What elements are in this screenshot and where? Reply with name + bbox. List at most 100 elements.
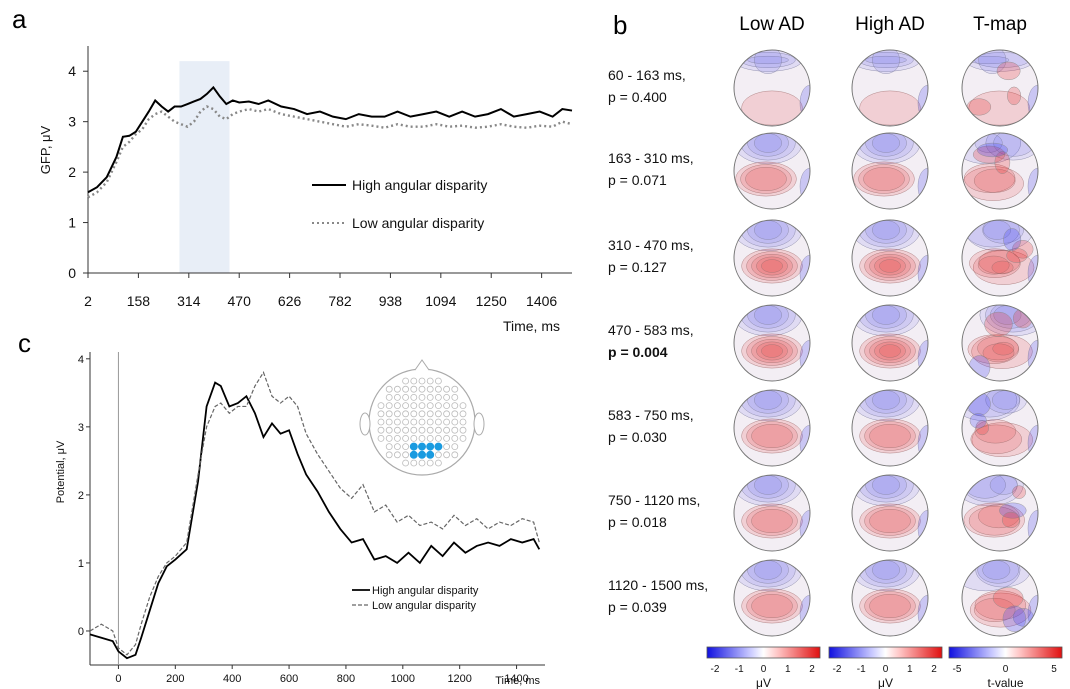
x-tick-label: 200 xyxy=(166,673,184,685)
series-line-high xyxy=(89,381,541,660)
blue-contour xyxy=(979,305,1038,337)
electrode xyxy=(410,393,418,401)
blue-contour xyxy=(865,390,907,414)
red-contour xyxy=(751,254,793,278)
blue-contour xyxy=(740,52,796,68)
colorbar-gradient xyxy=(706,646,821,659)
blue-contour xyxy=(985,390,1027,414)
y-axis-label: Potential, μV xyxy=(55,440,67,503)
topomap-outline xyxy=(851,559,929,637)
electrode xyxy=(377,426,385,434)
electrode xyxy=(443,418,451,426)
electrode xyxy=(377,410,385,418)
nose xyxy=(414,359,430,371)
electrode xyxy=(451,426,459,434)
red-contour xyxy=(869,509,911,533)
blue-contour xyxy=(965,50,1035,72)
electrode xyxy=(410,377,418,385)
topomap-outline xyxy=(851,389,929,467)
blue-contour xyxy=(964,220,1034,252)
interval-range: 470 - 583 ms, xyxy=(608,322,694,338)
red-contour xyxy=(969,248,1021,278)
electrode xyxy=(418,402,426,410)
side-contour xyxy=(917,510,928,547)
red-contour xyxy=(859,248,921,284)
red-contour xyxy=(974,590,1027,620)
colorbar-tick: 2 xyxy=(809,664,815,675)
electrode xyxy=(418,393,426,401)
blue-contour xyxy=(872,133,900,153)
topomap-outline xyxy=(961,559,1039,637)
blue-contour xyxy=(858,475,914,503)
y-tick-label: 4 xyxy=(68,63,76,79)
red-contour xyxy=(992,342,1015,356)
topomap-outline xyxy=(961,49,1039,127)
blue-contour xyxy=(974,52,1030,68)
column-header: T-map xyxy=(973,14,1027,35)
topomap-background xyxy=(962,475,1038,551)
tmap-blob xyxy=(975,420,990,436)
topomap-background xyxy=(734,133,810,209)
topomap xyxy=(852,133,928,209)
electrode xyxy=(418,385,426,393)
red-contour xyxy=(859,418,921,454)
legend-label: High angular disparity xyxy=(352,177,487,193)
red-contour xyxy=(973,250,1035,285)
blue-contour xyxy=(967,56,1010,65)
topomap xyxy=(734,305,810,381)
electrode xyxy=(418,459,426,467)
side-contour xyxy=(799,425,810,462)
side-contour xyxy=(1027,84,1038,122)
y-tick-label: 1 xyxy=(78,558,84,570)
blue-contour xyxy=(852,50,921,72)
red-contour xyxy=(970,424,1022,454)
blue-contour xyxy=(872,305,900,325)
series-line-low xyxy=(87,105,573,199)
red-contour xyxy=(963,502,1025,538)
red-contour xyxy=(971,422,1033,457)
side-contour xyxy=(799,167,810,205)
y-tick-label: 3 xyxy=(68,114,76,130)
blue-contour xyxy=(962,390,1018,418)
tmap-blob xyxy=(1012,485,1026,499)
red-contour xyxy=(864,421,916,451)
electrode xyxy=(418,426,426,434)
electrode xyxy=(393,451,401,459)
electrode xyxy=(426,385,434,393)
side-contour xyxy=(799,595,810,632)
blue-contour xyxy=(747,305,789,329)
tmap-blob xyxy=(1013,308,1033,329)
colorbar-tick: -2 xyxy=(711,664,720,675)
topomap-background xyxy=(734,390,810,466)
electrode xyxy=(385,451,393,459)
electrode xyxy=(459,402,467,410)
blue-contour xyxy=(865,560,907,584)
colorbar-tick: 5 xyxy=(1051,664,1057,675)
interval-label: 470 - 583 ms, p = 0.004 xyxy=(608,319,694,363)
blue-contour xyxy=(754,560,782,580)
electrode-active xyxy=(426,442,435,451)
blue-contour xyxy=(872,560,900,580)
blue-contour xyxy=(974,133,1003,153)
electrode xyxy=(443,443,451,451)
topomap-background xyxy=(734,560,810,636)
topomap-outline xyxy=(733,49,811,127)
side-contour xyxy=(1027,595,1038,632)
topomap xyxy=(734,50,810,126)
panel-letter-c: c xyxy=(18,328,31,358)
legend-label: Low angular disparity xyxy=(372,600,476,612)
red-contour xyxy=(745,167,787,191)
side-contour xyxy=(917,340,928,377)
blue-contour xyxy=(962,390,1021,422)
side-contour xyxy=(1027,255,1038,292)
topomap-background xyxy=(962,305,1038,381)
blue-contour xyxy=(734,305,803,337)
blue-contour xyxy=(754,133,782,153)
electrode xyxy=(410,385,418,393)
topomap-outline xyxy=(851,474,929,552)
y-tick-label: 1 xyxy=(68,215,76,231)
blue-contour xyxy=(992,390,1020,410)
interval-label: 60 - 163 ms, p = 0.400 xyxy=(608,64,686,108)
electrode xyxy=(385,443,393,451)
